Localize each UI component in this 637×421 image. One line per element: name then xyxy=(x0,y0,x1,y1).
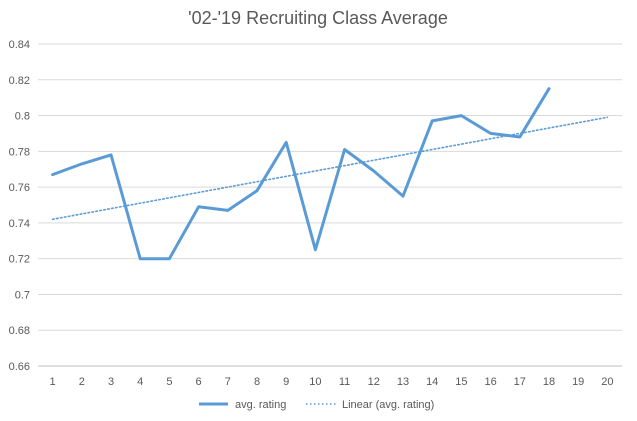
x-tick-label: 12 xyxy=(368,376,380,388)
y-tick-label: 0.72 xyxy=(9,254,30,266)
x-tick-label: 19 xyxy=(572,376,584,388)
y-tick-label: 0.84 xyxy=(9,39,30,51)
x-tick-label: 7 xyxy=(225,376,231,388)
axes: 0.660.680.70.720.740.760.780.80.820.841 2… xyxy=(9,39,622,388)
x-tick-label: 17 xyxy=(514,376,526,388)
x-tick-label: 14 xyxy=(426,376,438,388)
x-tick-label: 11 xyxy=(339,376,350,388)
x-tick-label: 2 xyxy=(79,376,85,388)
y-tick-label: 0.82 xyxy=(9,75,30,87)
x-tick-label: 4 xyxy=(137,376,143,388)
y-tick-label: 0.7 xyxy=(15,289,30,301)
x-tick-label: 3 xyxy=(108,376,114,388)
y-tick-label: 0.66 xyxy=(9,361,30,373)
x-tick-label: 5 xyxy=(166,376,172,388)
x-tick-label: 18 xyxy=(543,376,555,388)
legend-label: Linear (avg. rating) xyxy=(342,399,434,411)
legend: avg. rating Linear (avg. rating) xyxy=(199,399,434,411)
y-tick-label: 0.74 xyxy=(9,218,30,230)
x-tick-label: 15 xyxy=(455,376,467,388)
gridlines xyxy=(38,43,622,331)
chart-title: '02-'19 Recruiting Class Average xyxy=(188,8,448,28)
y-tick-label: 0.76 xyxy=(9,182,30,194)
x-tick-label: 6 xyxy=(196,376,202,388)
series-lines xyxy=(51,87,609,261)
x-tick-label: 13 xyxy=(397,376,409,388)
x-tick-label: 9 xyxy=(283,376,289,388)
x-tick-label: 10 xyxy=(309,376,321,388)
x-tick-label: 1 xyxy=(50,376,56,388)
x-tick-label: 8 xyxy=(254,376,260,388)
y-tick-label: 0.68 xyxy=(9,325,30,337)
x-tick-label: 20 xyxy=(601,376,613,388)
x-tick-label: 16 xyxy=(484,376,496,388)
series-line-avg-rating xyxy=(51,87,551,261)
y-tick-label: 0.8 xyxy=(15,111,30,123)
y-tick-label: 0.78 xyxy=(9,146,30,158)
trendline-linear xyxy=(51,116,609,221)
legend-label: avg. rating xyxy=(235,399,286,411)
